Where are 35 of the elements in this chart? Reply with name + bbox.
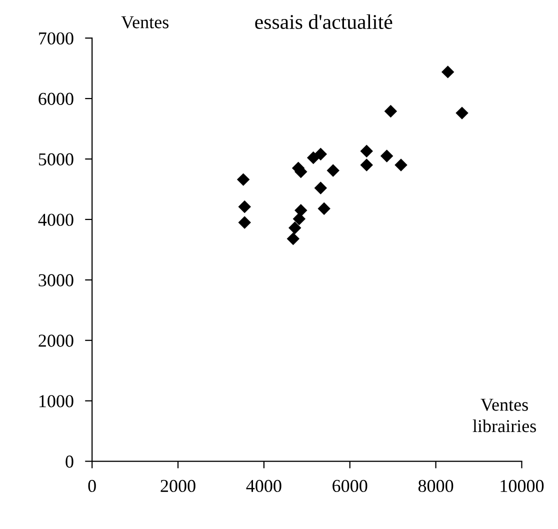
point (236, 173, 250, 186)
y-tick-label: 7000 (39, 32, 74, 45)
y-tick-label: 3000 (38, 274, 74, 286)
y-tick-label: 1000 (39, 395, 74, 408)
y-tick-label: 5000 (38, 153, 74, 166)
point (394, 158, 408, 172)
chart-title: essais d'actualité (255, 14, 392, 30)
point (318, 202, 330, 215)
point (384, 104, 398, 118)
y-axis-title: Ventes (121, 16, 168, 28)
x-tick-label: 10000 (500, 480, 544, 492)
x-axis-title: Ventes librairies (472, 398, 536, 432)
point (456, 106, 468, 120)
x-tick-label: 6000 (332, 480, 368, 492)
y-tick-label: 0 (66, 456, 74, 468)
y-tick-label: 4000 (38, 214, 74, 226)
point (288, 222, 302, 234)
x-tick-label: 4000 (246, 480, 282, 492)
point (238, 216, 251, 229)
point (314, 148, 328, 161)
point (294, 204, 308, 217)
point (380, 150, 394, 162)
y-tick-label: 2000 (38, 334, 74, 347)
point (360, 144, 373, 158)
x-tick-label: 0 (88, 480, 96, 492)
point (360, 158, 373, 172)
point (238, 200, 251, 214)
y-tick-label: 6000 (38, 92, 74, 105)
point (286, 232, 300, 246)
point (441, 66, 454, 78)
point (314, 182, 328, 194)
point (292, 212, 306, 226)
x-tick-label: 8000 (418, 480, 454, 492)
point (326, 164, 340, 177)
x-tick-label: 2000 (160, 480, 196, 492)
